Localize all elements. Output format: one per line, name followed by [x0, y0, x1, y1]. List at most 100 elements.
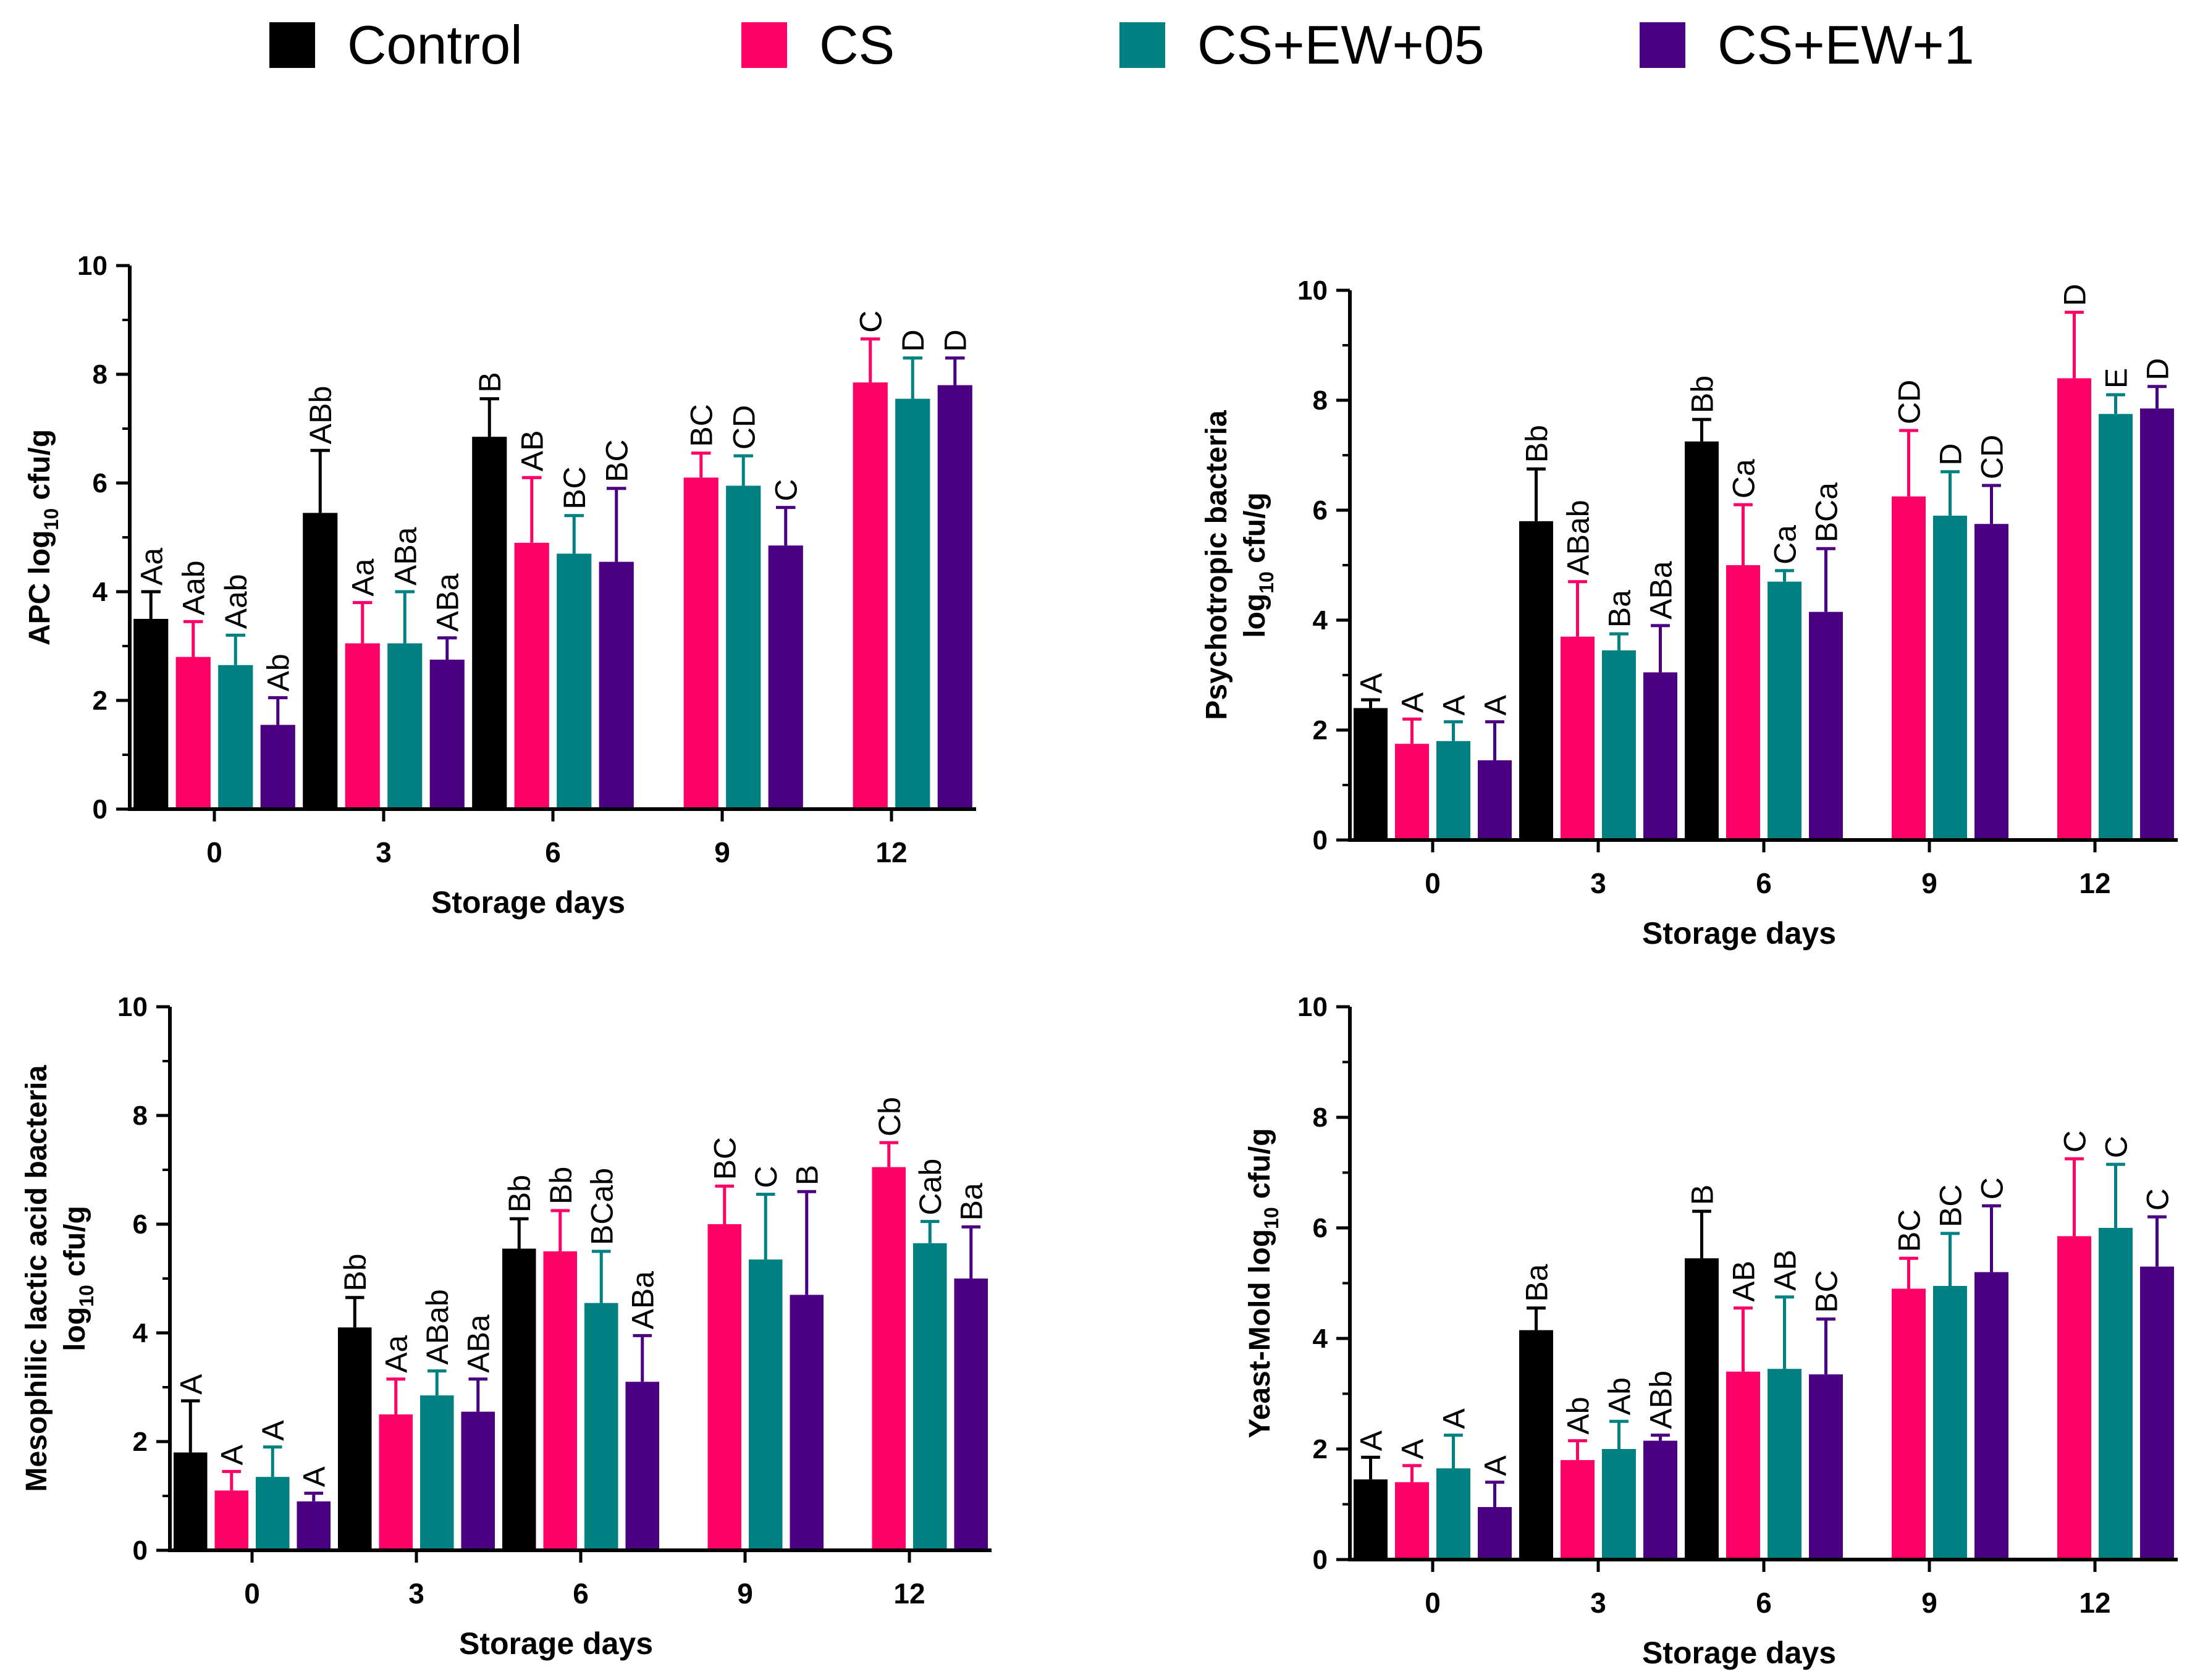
chart-psychotropic-bacteria: ABbBbAABabCaCDDABaCaDEAABaBCaCDD02468100… — [1200, 275, 2178, 951]
significance-label-cs-ew-05-day-6: BC — [557, 466, 592, 509]
x-tick-label-0: 0 — [1425, 1587, 1441, 1619]
bar-cs-ew-05-day-0 — [218, 665, 253, 809]
y-tick-label-4: 4 — [133, 1318, 148, 1348]
significance-label-cs-ew-1-day-6: BC — [1810, 1270, 1844, 1312]
significance-label-cs-day-12: Cb — [872, 1097, 907, 1136]
significance-label-control-day-6: B — [1685, 1185, 1720, 1205]
bar-cs-ew-05-day-12 — [895, 398, 930, 809]
significance-label-control-day-0: A — [174, 1374, 208, 1395]
significance-label-cs-ew-1-day-12: D — [938, 329, 973, 351]
y-tick-label-6: 6 — [133, 1209, 148, 1240]
significance-label-cs-ew-05-day-12: D — [896, 329, 930, 351]
y-axis-label-line-1: Yeast-Mold log10 cfu/g — [1244, 1128, 1283, 1438]
x-tick-label-0: 0 — [1425, 867, 1441, 899]
bar-cs-ew-05-day-0 — [1436, 741, 1470, 840]
significance-label-cs-day-3: Aa — [379, 1335, 414, 1372]
bar-control-day-6 — [1685, 441, 1719, 840]
legend-label-cs: CS — [819, 14, 895, 75]
significance-label-cs-ew-05-day-6: AB — [1768, 1250, 1803, 1291]
x-tick-label-6: 6 — [1756, 1587, 1772, 1619]
significance-label-cs-day-6: AB — [1727, 1261, 1761, 1302]
bar-cs-ew-1-day-12 — [954, 1279, 988, 1550]
bar-cs-ew-1-day-6 — [625, 1382, 660, 1550]
significance-label-cs-ew-05-day-0: A — [1437, 1408, 1472, 1429]
x-tick-label-9: 9 — [737, 1577, 753, 1610]
bar-cs-ew-1-day-12 — [2140, 1266, 2174, 1560]
x-tick-label-3: 3 — [1590, 1587, 1606, 1619]
x-tick-label-0: 0 — [244, 1577, 260, 1610]
y-tick-label-0: 0 — [1313, 825, 1328, 855]
y-tick-label-8: 8 — [1313, 385, 1328, 416]
significance-label-cs-ew-05-day-3: Ab — [1603, 1377, 1637, 1415]
bar-cs-ew-05-day-6 — [1768, 581, 1801, 840]
significance-label-cs-ew-1-day-9: B — [790, 1165, 825, 1185]
legend-label-control: Control — [347, 14, 523, 75]
y-tick-label-6: 6 — [1313, 495, 1328, 526]
x-tick-label-12: 12 — [2079, 867, 2110, 899]
significance-label-cs-ew-1-day-3: ABa — [431, 573, 465, 632]
significance-label-cs-ew-05-day-0: A — [1437, 695, 1472, 716]
y-tick-label-2: 2 — [93, 686, 107, 716]
significance-label-cs-day-6: Ca — [1727, 459, 1761, 498]
y-tick-label-8: 8 — [93, 359, 107, 390]
bar-cs-ew-1-day-0 — [297, 1501, 331, 1550]
significance-label-cs-ew-05-day-9: CD — [727, 405, 761, 450]
significance-label-control-day-6: Bb — [502, 1175, 537, 1212]
significance-label-cs-ew-1-day-6: ABa — [626, 1271, 660, 1330]
y-tick-label-6: 6 — [1313, 1213, 1328, 1243]
bar-cs-ew-05-day-6 — [1768, 1369, 1801, 1560]
bar-cs-day-0 — [1395, 744, 1429, 840]
bar-cs-ew-1-day-6 — [1809, 611, 1843, 840]
x-tick-label-3: 3 — [1590, 867, 1606, 899]
bar-cs-day-0 — [175, 657, 211, 809]
bar-cs-ew-05-day-9 — [1933, 1285, 1967, 1560]
legend-item-cs-ew-05: CS+EW+05 — [1119, 11, 1485, 79]
significance-label-cs-ew-1-day-0: Ab — [261, 653, 296, 691]
significance-label-control-day-3: Bb — [1520, 425, 1554, 463]
bar-cs-ew-1-day-0 — [1478, 1506, 1512, 1560]
significance-label-cs-ew-05-day-12: C — [2099, 1136, 2134, 1158]
bar-control-day-0 — [1354, 708, 1388, 840]
significance-label-cs-ew-1-day-12: C — [2141, 1188, 2175, 1211]
significance-label-cs-day-9: BC — [1892, 1209, 1927, 1252]
x-tick-label-12: 12 — [2079, 1587, 2110, 1619]
bar-control-day-0 — [1354, 1479, 1388, 1560]
significance-label-cs-ew-05-day-12: Cab — [913, 1159, 948, 1216]
significance-label-cs-day-0: A — [1396, 692, 1430, 713]
bar-control-day-3 — [1519, 521, 1553, 840]
significance-label-control-day-0: A — [1354, 1430, 1389, 1451]
significance-label-cs-day-9: BC — [708, 1137, 743, 1180]
x-tick-label-6: 6 — [573, 1577, 589, 1610]
significance-label-cs-ew-05-day-0: A — [256, 1420, 290, 1441]
significance-label-cs-ew-05-day-9: D — [1934, 443, 1968, 466]
significance-label-cs-day-3: ABab — [1561, 500, 1596, 575]
significance-label-cs-ew-1-day-9: CD — [1975, 435, 2010, 479]
y-axis-label-line-1: Psychotropic bacteria — [1200, 410, 1233, 720]
bar-cs-ew-1-day-12 — [937, 385, 972, 809]
bar-cs-ew-05-day-3 — [1602, 650, 1636, 840]
significance-label-cs-day-0: A — [215, 1444, 250, 1465]
bar-control-day-0 — [173, 1452, 208, 1550]
significance-label-cs-ew-05-day-6: Ca — [1768, 525, 1803, 565]
bar-control-day-3 — [337, 1327, 372, 1550]
x-tick-label-9: 9 — [714, 836, 730, 868]
significance-label-cs-ew-05-day-9: BC — [1934, 1184, 1968, 1227]
significance-label-cs-ew-1-day-0: A — [1478, 1455, 1513, 1476]
significance-label-cs-ew-1-day-6: BC — [600, 439, 634, 482]
legend-label-cs-ew-1: CS+EW+1 — [1717, 14, 1974, 75]
legend-swatch-control — [269, 22, 315, 68]
bar-cs-day-3 — [379, 1414, 413, 1550]
y-tick-label-4: 4 — [1313, 1324, 1328, 1354]
x-tick-label-12: 12 — [893, 1577, 925, 1610]
significance-label-cs-day-0: Aab — [177, 560, 211, 615]
legend-item-cs-ew-1: CS+EW+1 — [1640, 11, 1974, 79]
bar-cs-ew-05-day-3 — [419, 1395, 454, 1550]
bar-cs-ew-05-day-9 — [748, 1259, 783, 1550]
bar-cs-ew-05-day-3 — [1602, 1449, 1636, 1560]
bar-cs-ew-1-day-0 — [1478, 760, 1512, 840]
y-tick-label-2: 2 — [1313, 715, 1328, 746]
bar-cs-ew-1-day-3 — [1643, 672, 1677, 840]
bar-cs-ew-05-day-0 — [255, 1477, 290, 1550]
